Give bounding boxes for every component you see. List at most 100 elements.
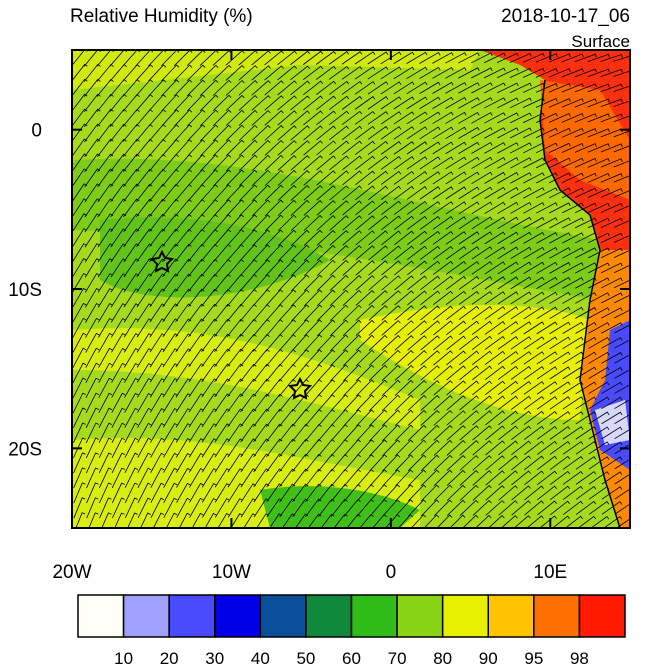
wind-barb (484, 231, 506, 245)
wind-barb (204, 512, 217, 528)
wind-barb (303, 214, 323, 231)
wind-barb (497, 142, 519, 154)
wind-barb (432, 126, 454, 140)
wind-barb (329, 125, 350, 141)
wind-barb (148, 139, 166, 157)
wind-barb (459, 410, 479, 426)
wind-barb (510, 291, 532, 305)
wind-barb (98, 362, 113, 383)
wind-barb (251, 139, 271, 156)
wind-barb (123, 288, 139, 308)
wind-barb (458, 141, 480, 154)
wind-barb (137, 392, 152, 413)
wind-barb (161, 139, 179, 157)
wind-barb (342, 200, 362, 216)
wind-barb (433, 469, 453, 486)
wind-barb (458, 186, 480, 200)
wind-barb (600, 277, 623, 289)
wind-barb (200, 229, 218, 247)
wind-barb (316, 200, 336, 216)
wind-barb (150, 467, 165, 488)
wind-barb (446, 395, 466, 411)
wind-barb (342, 230, 362, 246)
wind-barb (136, 318, 152, 338)
wind-barb (330, 468, 348, 487)
wind-barb (613, 55, 630, 62)
wind-barb (176, 482, 191, 503)
wind-barb (536, 172, 558, 184)
wind-barb (601, 381, 623, 394)
wind-barb (328, 51, 350, 65)
wind-barb (614, 324, 630, 334)
wind-barb (575, 262, 597, 274)
wind-barb (124, 348, 139, 368)
map-field (72, 50, 630, 528)
wind-barb (227, 378, 244, 398)
wind-barb (510, 410, 532, 425)
wind-barb (536, 396, 558, 410)
wind-barb (588, 411, 610, 425)
wind-barb (85, 392, 100, 413)
wind-barb (264, 110, 284, 126)
wind-barb (522, 127, 545, 139)
wind-barb (124, 482, 138, 504)
wind-barb (201, 408, 218, 428)
wind-barb (163, 437, 178, 458)
wind-barb (188, 348, 205, 368)
colorbar-box (77, 594, 125, 638)
wind-barb (317, 468, 335, 487)
wind-barb (277, 65, 297, 81)
wind-barb (368, 334, 388, 351)
wind-barb (252, 333, 270, 352)
wind-barb (174, 154, 192, 172)
wind-barb (548, 187, 571, 199)
wind-barb (214, 408, 231, 428)
wind-barb (98, 392, 113, 413)
wind-barb (72, 258, 87, 278)
wind-barb (136, 228, 153, 248)
wind-barb (110, 168, 127, 188)
wind-barb (123, 273, 140, 293)
wind-barb (471, 156, 493, 169)
wind-barb (175, 273, 192, 293)
wind-barb (162, 408, 178, 428)
wind-barb (73, 497, 86, 519)
wind-barb (252, 378, 270, 397)
wind-barb (251, 110, 271, 126)
wind-barb (472, 380, 492, 396)
wind-barb (588, 322, 610, 334)
wind-barb (239, 259, 258, 277)
wind-barb (278, 334, 296, 352)
wind-barb (239, 363, 257, 382)
wind-barb (253, 468, 270, 488)
wind-barb (161, 183, 179, 202)
wind-barb (613, 279, 630, 289)
wind-barb (523, 425, 545, 440)
wind-barb (562, 232, 584, 244)
wind-barb (459, 499, 479, 516)
colorbar-label: 50 (296, 649, 315, 667)
wind-barb (266, 423, 283, 443)
wind-barb (290, 199, 310, 216)
wind-barb (148, 198, 166, 217)
wind-barb (317, 379, 336, 397)
wind-barb (307, 513, 322, 528)
wind-barb (524, 485, 544, 501)
wind-barb (343, 454, 361, 472)
wind-barb (394, 305, 414, 321)
wind-barb (588, 486, 610, 500)
wind-barb (420, 260, 441, 276)
wind-barb (252, 259, 271, 277)
wind-barb (252, 289, 270, 307)
wind-barb (123, 333, 139, 353)
wind-barb (484, 142, 506, 154)
colorbar-label: 60 (342, 649, 361, 667)
wind-barb (613, 249, 630, 258)
wind-barb (445, 290, 467, 305)
wind-barb (162, 273, 179, 293)
wind-barb (394, 290, 414, 306)
wind-barb (304, 319, 323, 337)
wind-barb (291, 319, 310, 337)
wind-barb (265, 229, 284, 247)
wind-barb (484, 246, 506, 260)
